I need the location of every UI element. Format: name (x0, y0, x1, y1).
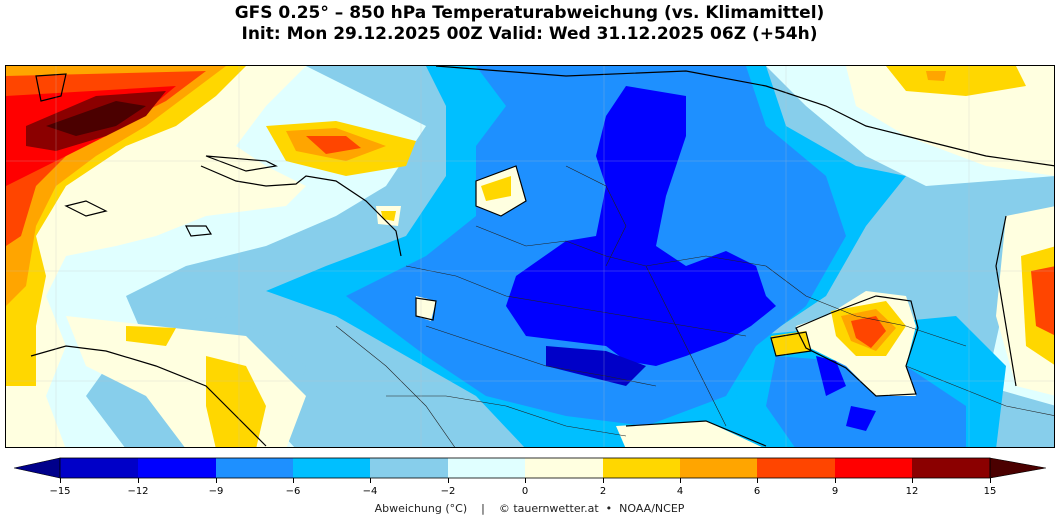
tick-mark (912, 478, 913, 483)
tick-mark (680, 478, 681, 483)
tick-mark (216, 478, 217, 483)
tick-label: −15 (49, 486, 71, 497)
tick-label: 9 (831, 486, 839, 497)
tick-label: 6 (753, 486, 761, 497)
tick-mark (603, 478, 604, 483)
tick-mark (835, 478, 836, 483)
chart-title-line1: GFS 0.25° – 850 hPa Temperaturabweichung… (234, 3, 825, 23)
map-field (6, 66, 1054, 447)
tick-label: −12 (127, 486, 149, 497)
data-source: NOAA/NCEP (619, 502, 685, 515)
temperature-anomaly-map (5, 65, 1055, 448)
tick-mark (990, 478, 991, 483)
tick-mark (448, 478, 449, 483)
tick-mark (60, 478, 61, 483)
colorbar-caption: Abweichung (°C) | © tauernwetter.at • NO… (0, 502, 1059, 515)
tick-label: −6 (285, 486, 301, 497)
tick-mark (138, 478, 139, 483)
tick-label: 2 (599, 486, 607, 497)
tick-label: 15 (983, 486, 997, 497)
colorbar (14, 457, 1046, 479)
chart-title-line2: Init: Mon 29.12.2025 00Z Valid: Wed 31.1… (241, 24, 818, 44)
tick-mark (525, 478, 526, 483)
tick-mark (757, 478, 758, 483)
bullet: • (605, 502, 613, 515)
colorbar-label: Abweichung (°C) (374, 502, 468, 515)
colorbar-under-arrow (14, 457, 61, 479)
tick-label: −4 (362, 486, 378, 497)
tick-label: −9 (208, 486, 224, 497)
colorbar-over-arrow (989, 457, 1046, 479)
tick-label: 12 (905, 486, 919, 497)
tick-label: −2 (440, 486, 456, 497)
tick-mark (370, 478, 371, 483)
credit-text: © tauernwetter.at (498, 502, 599, 515)
tick-label: 4 (676, 486, 684, 497)
separator: | (481, 502, 485, 515)
tick-label: 0 (521, 486, 529, 497)
tick-mark (293, 478, 294, 483)
